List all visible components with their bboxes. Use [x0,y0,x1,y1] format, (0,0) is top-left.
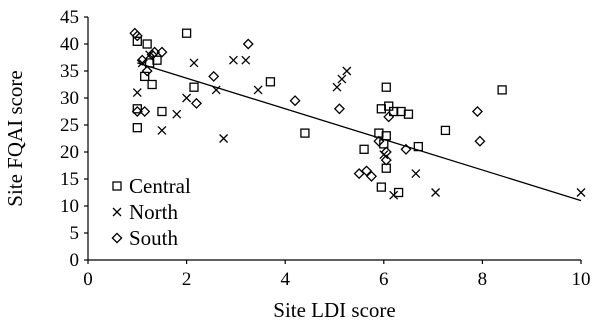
central-point [440,125,451,136]
south-point [373,135,385,147]
y-tick-label: 0 [70,250,80,271]
central-point [381,131,391,141]
north-point [253,85,263,95]
central-point [359,144,369,154]
south-point [149,46,161,58]
north-point [157,125,167,135]
data-points [129,27,586,200]
south-point [190,97,202,109]
x-tick-label: 8 [478,269,488,290]
south-point [242,38,254,50]
south-point [136,54,148,66]
y-tick-label: 20 [60,142,79,163]
x-axis-title: Site LDI score [273,298,395,322]
x-tick-label: 4 [280,269,290,290]
y-tick-label: 15 [60,169,79,190]
central-point [413,141,423,152]
y-axis-title: Site FQAI score [3,70,27,206]
north-point [332,82,342,92]
south-point [333,103,345,115]
y-tick-label: 45 [60,7,79,28]
north-point [219,134,229,143]
south-point [380,154,392,166]
series-north [132,50,586,200]
y-tick-label: 40 [60,34,79,55]
central-point [265,77,276,87]
south-point [208,70,220,82]
north-point [145,50,155,60]
central-point [152,55,162,65]
north-point [337,74,347,84]
y-tick-label: 35 [60,61,79,82]
x-tick-label: 2 [182,269,192,290]
south-point [141,65,153,77]
south-point [156,46,168,58]
north-point [189,58,199,68]
south-point [146,49,158,61]
legend-north-label: North [129,200,178,224]
north-point [137,58,147,68]
central-point [381,82,391,92]
series-south [129,27,486,182]
north-point [411,169,421,179]
central-point [300,128,310,138]
x-tick-label: 10 [572,269,591,290]
axes [84,16,582,264]
series-central [132,28,507,198]
south-point [471,105,483,118]
legend-north-marker [112,207,122,217]
central-point [147,79,157,90]
central-point [384,101,394,111]
north-point [182,93,192,103]
north-point [172,109,182,119]
south-point [289,95,301,107]
legend-south-marker [111,232,123,244]
north-point [132,88,142,98]
north-point [241,55,251,65]
trendline [137,62,582,202]
legend-central-marker [112,181,122,191]
south-point [474,135,486,147]
y-tick-label: 25 [60,115,79,136]
south-point [383,111,395,123]
north-point [342,66,352,76]
central-point [403,109,414,119]
y-tick-label: 10 [60,196,79,217]
central-point [393,187,404,198]
south-point [380,146,392,158]
north-point [211,85,221,95]
legend-central-label: Central [129,174,191,198]
y-tick-label: 5 [70,223,80,244]
central-point [142,39,152,49]
legend-south-label: South [129,226,179,250]
north-point [431,188,441,197]
north-point [389,190,399,200]
south-point [361,165,373,177]
x-tick-label: 0 [83,269,93,290]
central-point [157,106,167,117]
central-point [497,85,507,95]
central-point [181,28,192,38]
x-tick-label: 6 [379,269,389,290]
central-point [189,82,199,92]
north-point [576,188,586,197]
central-point [376,182,386,192]
north-point [228,55,238,65]
central-point [132,123,142,133]
tick-labels: 0 5 10 15 20 25 30 35 40 45 0 2 4 6 8 10 [60,7,591,290]
central-point [132,104,142,114]
south-point [139,105,151,118]
central-point [132,36,142,46]
south-point [400,143,412,155]
south-point [365,170,377,182]
trendline-layer [137,62,582,202]
south-point [131,105,143,118]
south-point [131,30,143,42]
y-tick-label: 30 [60,88,79,109]
